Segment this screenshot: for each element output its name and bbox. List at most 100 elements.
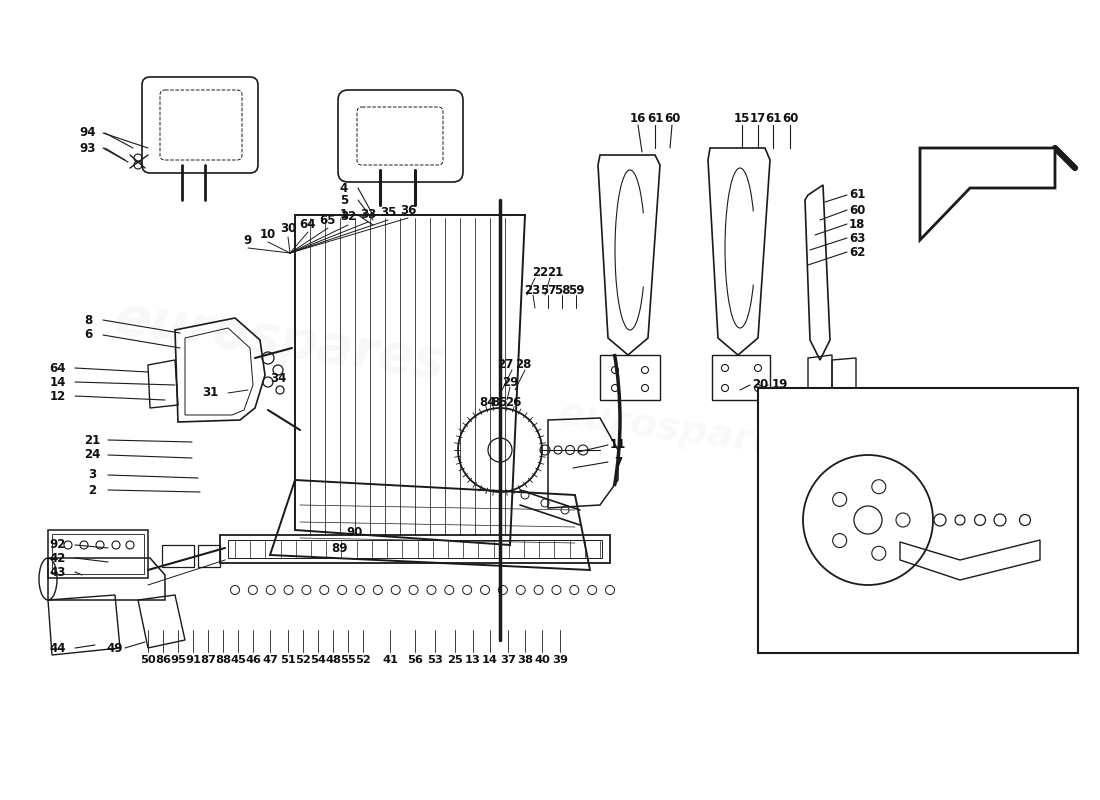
Text: 65: 65: [320, 214, 337, 226]
Text: 41: 41: [382, 655, 398, 665]
Text: 50: 50: [140, 655, 156, 665]
Text: 86: 86: [155, 655, 170, 665]
Text: 61: 61: [764, 111, 781, 125]
Text: 3: 3: [88, 469, 96, 482]
Text: 70: 70: [867, 623, 883, 637]
Text: 36: 36: [399, 203, 416, 217]
Text: 44: 44: [50, 642, 66, 654]
Text: 85: 85: [492, 397, 508, 410]
Text: 62: 62: [849, 246, 866, 258]
Text: 59: 59: [568, 283, 584, 297]
Text: 7: 7: [614, 455, 623, 469]
Text: 66: 66: [782, 623, 799, 637]
Text: 17: 17: [750, 111, 766, 125]
Text: 46: 46: [245, 655, 261, 665]
Text: 55: 55: [340, 655, 356, 665]
Text: 21: 21: [547, 266, 563, 279]
Text: 13: 13: [465, 655, 481, 665]
Text: 18: 18: [849, 218, 866, 230]
Text: 90: 90: [346, 526, 363, 538]
Text: 89: 89: [332, 542, 349, 554]
Text: 68: 68: [822, 623, 838, 637]
Text: 74: 74: [939, 449, 956, 462]
Text: 57: 57: [540, 283, 557, 297]
Text: 6: 6: [84, 329, 92, 342]
Text: 77: 77: [854, 449, 870, 462]
Text: 9: 9: [244, 234, 252, 246]
Bar: [52, 534, 144, 574]
Text: 67: 67: [802, 623, 818, 637]
Text: 23: 23: [524, 283, 540, 297]
Text: 80: 80: [782, 449, 799, 462]
Text: 95: 95: [170, 655, 186, 665]
Text: 22: 22: [532, 266, 548, 279]
Text: 24: 24: [84, 449, 100, 462]
Text: 30: 30: [279, 222, 296, 235]
Text: 26: 26: [505, 397, 521, 410]
Text: 76: 76: [832, 449, 848, 462]
Text: 54: 54: [310, 655, 326, 665]
Text: 47: 47: [262, 655, 278, 665]
Text: 33: 33: [360, 207, 376, 221]
Polygon shape: [920, 148, 1055, 240]
Text: 25: 25: [447, 655, 463, 665]
Text: 56: 56: [407, 655, 422, 665]
Text: 79: 79: [804, 449, 821, 462]
Text: 64: 64: [50, 362, 66, 374]
Text: 19: 19: [772, 378, 789, 391]
Text: eurospares: eurospares: [556, 394, 804, 466]
Text: 52: 52: [295, 655, 311, 665]
Text: 35: 35: [379, 206, 396, 218]
Text: 58: 58: [553, 283, 570, 297]
Text: 60: 60: [782, 111, 799, 125]
Text: 43: 43: [50, 566, 66, 578]
Text: 60: 60: [849, 203, 866, 217]
Bar: [758, 388, 1078, 653]
Text: 51: 51: [280, 655, 296, 665]
Text: 10: 10: [260, 227, 276, 241]
Text: 21: 21: [84, 434, 100, 446]
Text: 28: 28: [515, 358, 531, 371]
Text: 91: 91: [185, 655, 201, 665]
Text: 37: 37: [500, 655, 516, 665]
Text: 31: 31: [201, 386, 218, 399]
Text: 61: 61: [849, 189, 866, 202]
Text: 38: 38: [517, 655, 534, 665]
Text: 2: 2: [88, 483, 96, 497]
Text: 63: 63: [849, 231, 866, 245]
Text: 14: 14: [482, 655, 498, 665]
Text: 48: 48: [324, 655, 341, 665]
Text: 88: 88: [214, 655, 231, 665]
Bar: [162, 545, 194, 567]
Text: 75: 75: [910, 449, 926, 462]
Text: 49: 49: [107, 642, 123, 654]
Text: 92: 92: [50, 538, 66, 551]
Text: 34: 34: [270, 371, 286, 385]
Text: 64: 64: [299, 218, 317, 230]
Text: 39: 39: [552, 655, 568, 665]
Text: 84: 84: [478, 397, 495, 410]
Text: 60: 60: [663, 111, 680, 125]
Text: 15: 15: [734, 111, 750, 125]
Text: 82: 82: [947, 402, 964, 414]
Text: 69: 69: [844, 623, 860, 637]
Text: 78: 78: [880, 449, 896, 462]
Text: 29: 29: [502, 375, 518, 389]
Text: 14: 14: [50, 375, 66, 389]
Text: 1: 1: [340, 209, 348, 222]
Text: eurospares: eurospares: [111, 291, 449, 389]
Bar: [198, 545, 220, 567]
Text: 40: 40: [535, 655, 550, 665]
Bar: [228, 540, 602, 558]
Text: 93: 93: [80, 142, 96, 154]
Text: 16: 16: [630, 111, 646, 125]
Text: 81: 81: [860, 395, 877, 409]
Text: 73: 73: [950, 503, 966, 517]
Text: 72: 72: [927, 503, 943, 517]
Text: 87: 87: [200, 655, 216, 665]
Text: 42: 42: [50, 551, 66, 565]
Bar: [48, 530, 148, 578]
Text: 4: 4: [340, 182, 348, 194]
Text: 61: 61: [647, 111, 663, 125]
Text: 45: 45: [230, 655, 246, 665]
